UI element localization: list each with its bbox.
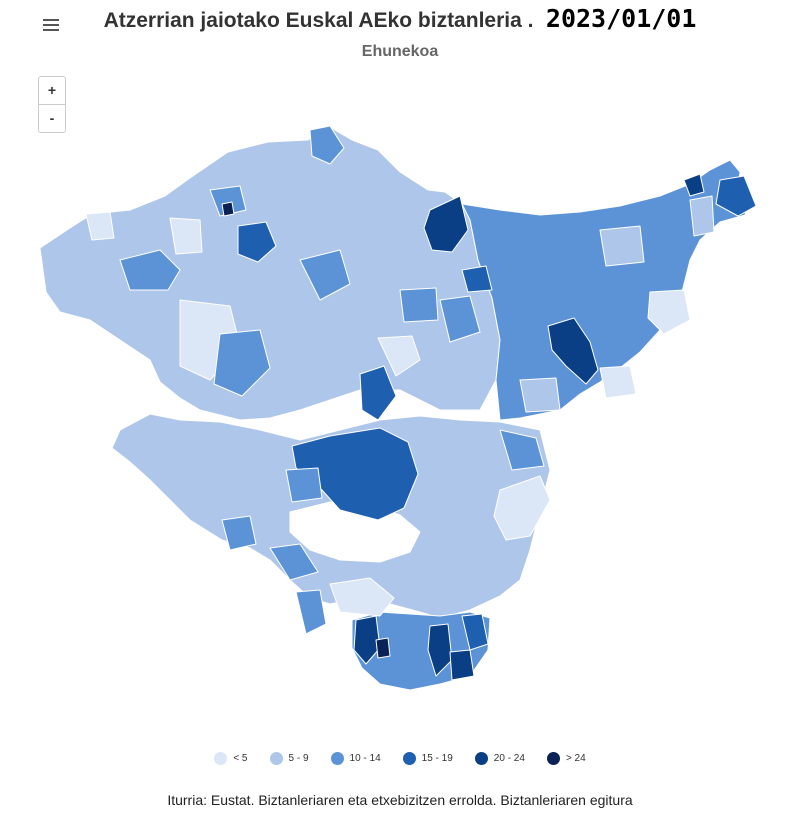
chart-subtitle: Ehunekoa [361,43,439,60]
municipality[interactable] [439,295,481,343]
municipality[interactable] [237,221,277,263]
municipality[interactable] [547,317,599,385]
zoom-control: + - [38,76,66,133]
municipality[interactable] [213,329,271,397]
legend-swatch [546,752,560,765]
region-bizkaia[interactable] [39,125,501,421]
region-gipuzkoa[interactable] [461,159,749,421]
legend-swatch [402,752,416,765]
hamburger-icon [43,19,59,21]
legend-item[interactable]: < 5 [214,752,248,765]
municipality[interactable] [427,623,453,677]
municipality[interactable] [209,185,247,217]
legend-label: < 5 [233,753,248,764]
municipality[interactable] [599,365,637,399]
municipality[interactable] [423,195,469,253]
municipality[interactable] [295,589,327,635]
zoom-out-button[interactable]: - [49,110,55,126]
municipality[interactable] [329,577,395,617]
municipality[interactable] [85,211,115,241]
legend-swatch [474,752,488,765]
municipality[interactable] [299,249,351,301]
legend-label: 5 - 9 [288,753,309,764]
title-text: Atzerrian jaiotako Euskal AEko biztanler… [103,9,534,32]
municipality[interactable] [647,289,691,335]
municipality[interactable] [461,613,489,651]
legend-item[interactable]: 15 - 19 [402,752,453,765]
title-date: 2023/01/01 [545,4,697,33]
map-legend: < 5 5 - 9 10 - 14 15 - 19 20 - 24 > 24 [0,752,800,765]
legend-item[interactable]: 5 - 9 [269,752,309,765]
legend-label: 10 - 14 [349,753,381,764]
municipality[interactable] [375,637,391,659]
municipality[interactable] [599,225,645,267]
municipality[interactable] [449,649,475,681]
legend-label: 20 - 24 [493,753,525,764]
legend-item[interactable]: > 24 [546,752,586,765]
municipality[interactable] [493,475,551,541]
municipality[interactable] [461,265,493,293]
municipality[interactable] [221,201,235,217]
menu-button[interactable] [34,12,68,38]
municipality[interactable] [309,125,345,165]
municipality[interactable] [377,335,421,377]
choropleth-map[interactable] [0,110,800,700]
municipality[interactable] [353,615,381,665]
source-credits: Iturria: Eustat. Biztanleriaren eta etxe… [167,792,633,808]
legend-item[interactable]: 10 - 14 [330,752,381,765]
municipality[interactable] [499,429,545,471]
legend-label: 15 - 19 [421,753,453,764]
municipality[interactable] [683,173,705,197]
municipality[interactable] [715,175,757,217]
municipality[interactable] [689,195,715,237]
legend-label: > 24 [565,753,586,764]
legend-swatch [330,752,344,765]
municipality[interactable] [169,217,203,255]
legend-swatch [214,752,228,765]
municipality[interactable] [399,287,439,323]
zoom-in-button[interactable]: + [39,77,65,105]
municipality[interactable] [119,249,181,291]
municipality[interactable] [359,365,397,421]
municipality[interactable] [221,515,257,551]
municipality[interactable] [269,543,319,581]
chart-title: Atzerrian jaiotako Euskal AEko biztanler… [0,4,800,33]
legend-swatch [269,752,283,765]
municipality[interactable] [285,467,323,503]
municipality[interactable] [519,377,561,413]
legend-item[interactable]: 20 - 24 [474,752,525,765]
